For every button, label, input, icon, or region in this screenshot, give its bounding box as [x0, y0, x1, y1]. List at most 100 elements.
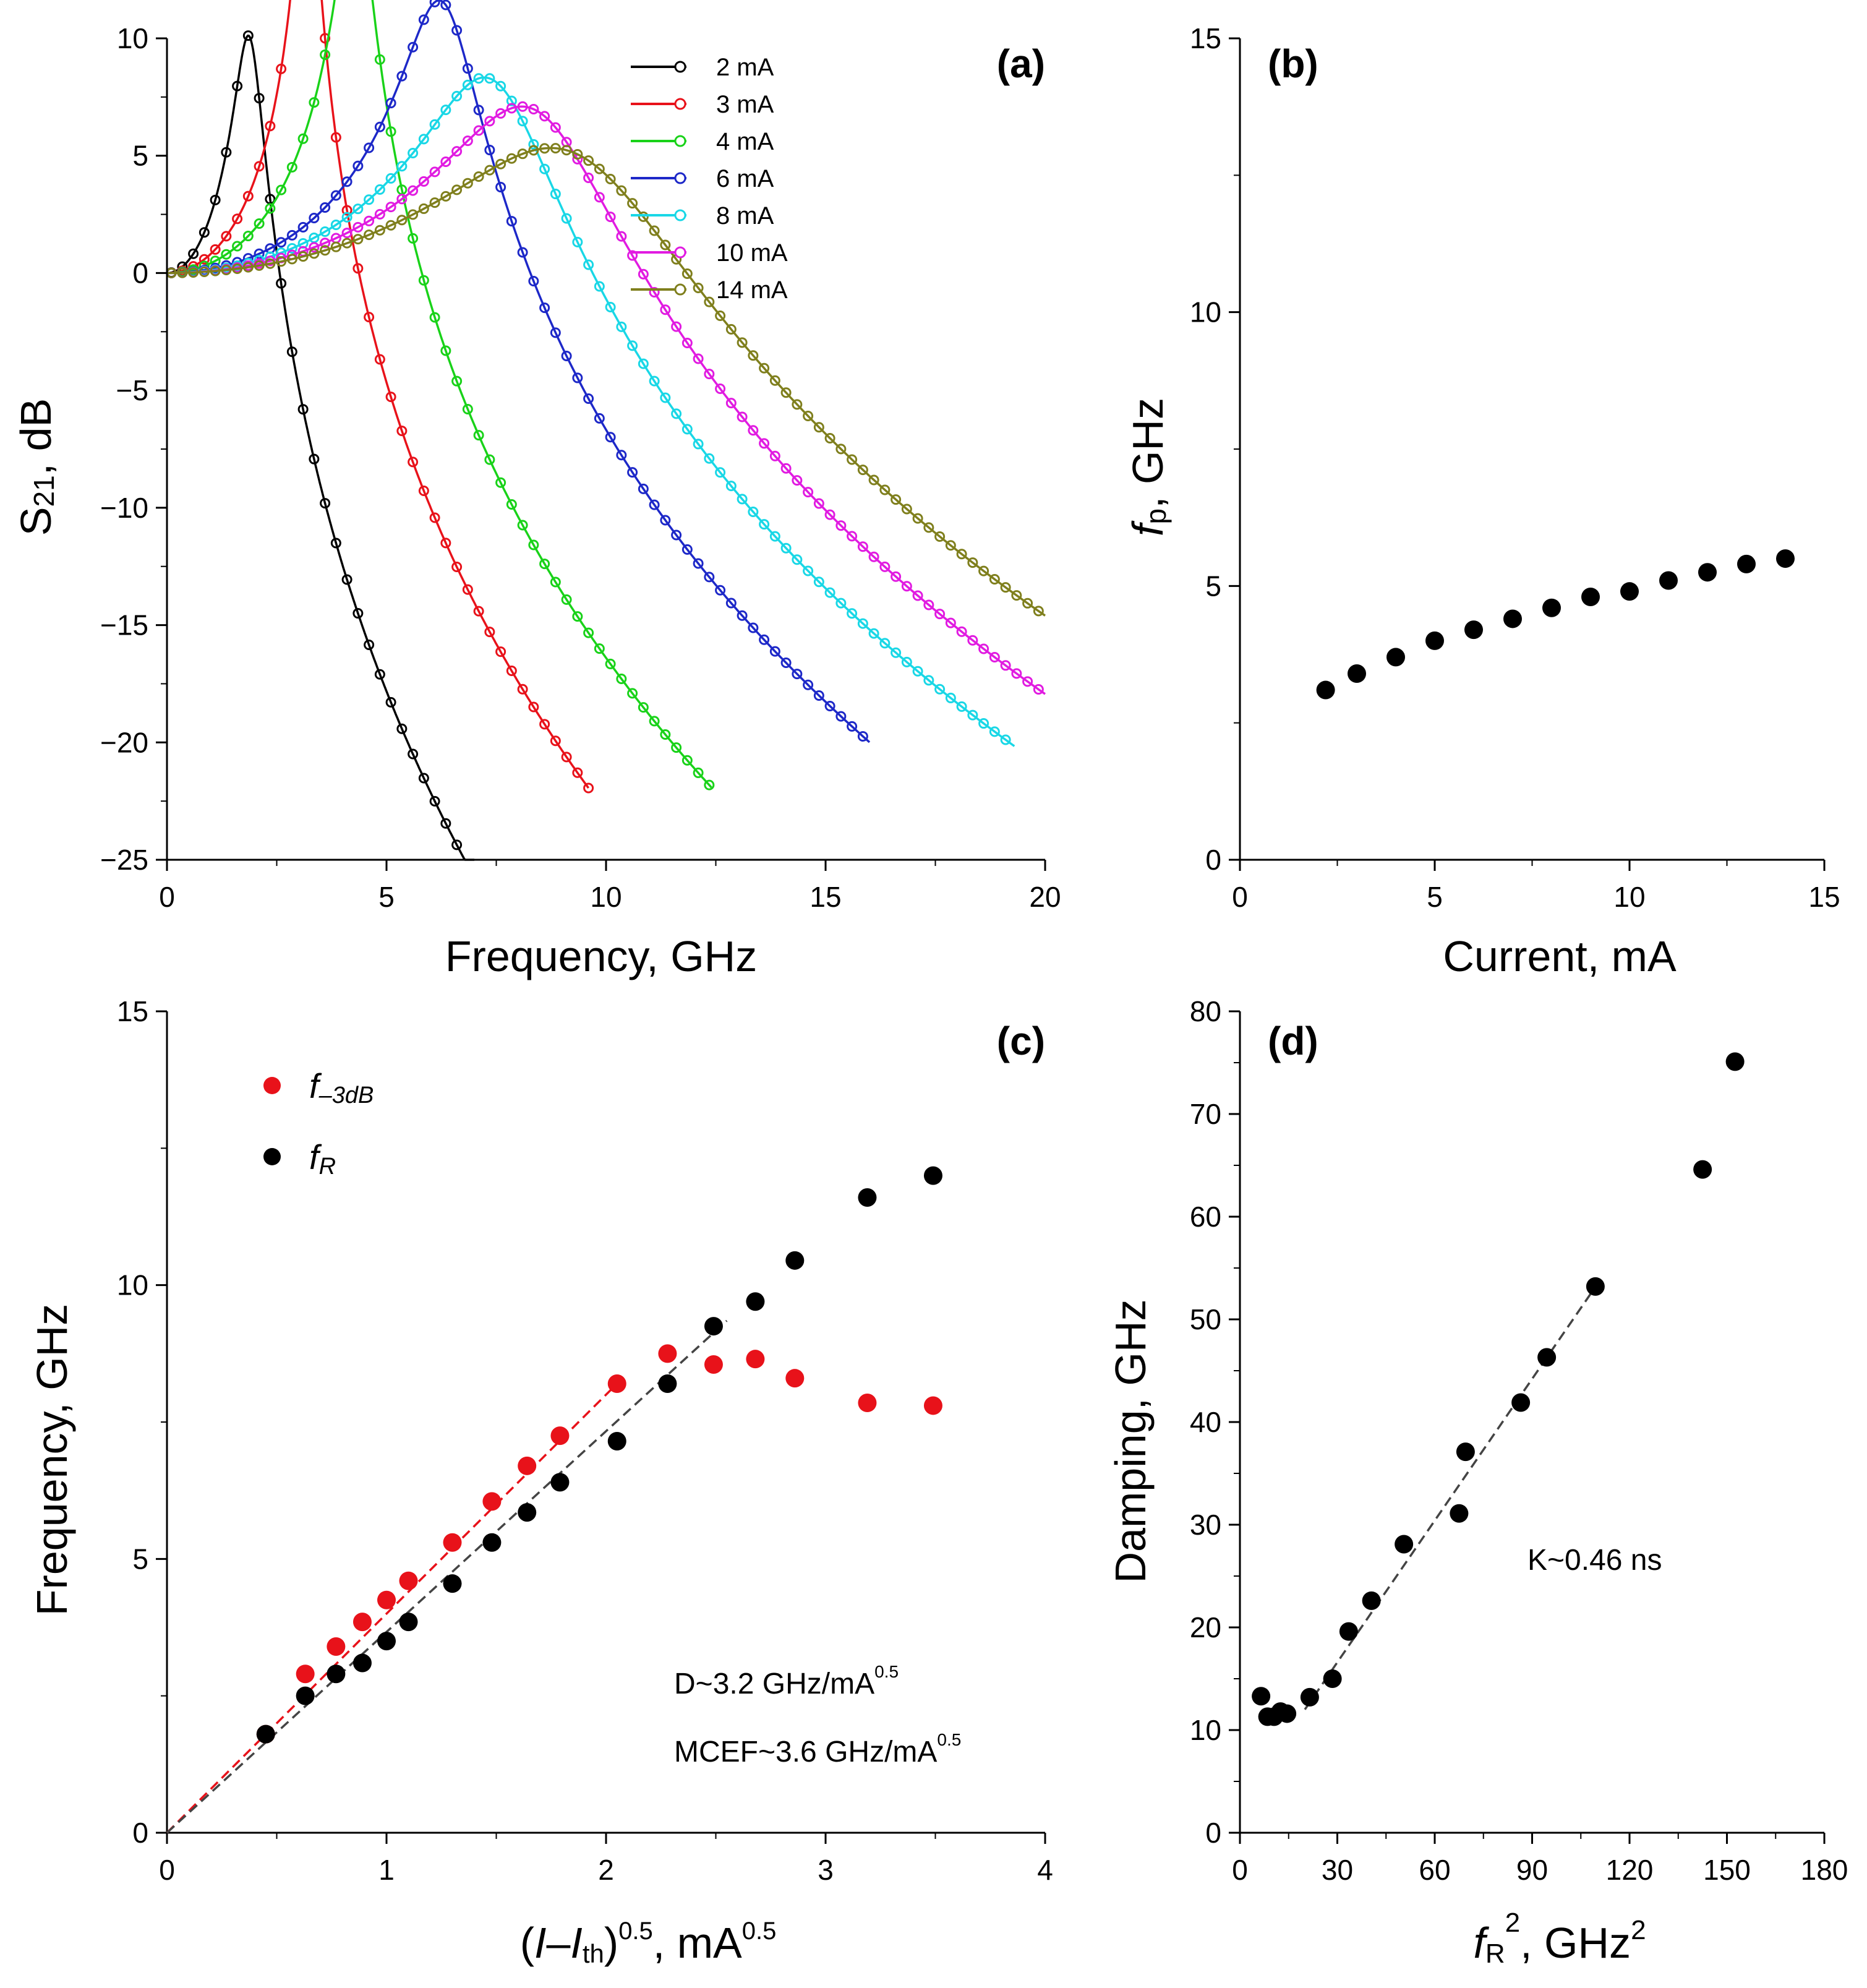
series-marker [506, 666, 517, 677]
panel-d-damping: 0 30 60 90 120 150 180 0 10 20 30 40 50 60 70 80 fR2, G… [1106, 995, 1848, 1969]
series-marker [594, 281, 605, 292]
legend-label: 8 mA [716, 202, 774, 229]
series-marker [649, 716, 660, 727]
series-marker [627, 688, 638, 699]
series-marker [715, 585, 726, 596]
legend-label-f-3db: f–3dB [309, 1066, 374, 1108]
series-marker [418, 485, 429, 496]
series-marker [561, 752, 572, 763]
series-marker [330, 190, 341, 201]
panel-d-fit-line [1304, 1283, 1598, 1710]
series-marker [725, 598, 737, 609]
series-marker [429, 312, 440, 323]
series-marker [528, 539, 539, 551]
series-marker [242, 30, 254, 41]
f-3db-point [443, 1533, 462, 1552]
x-tick-label: 10 [1613, 881, 1645, 913]
series-marker [539, 111, 550, 122]
series-marker [517, 116, 528, 127]
series-marker [408, 456, 419, 468]
series-marker [934, 683, 946, 695]
series-marker [594, 643, 605, 654]
series-marker [408, 209, 419, 220]
series-marker [341, 228, 352, 239]
x-tick-label: 120 [1606, 1854, 1654, 1886]
series-marker [418, 275, 429, 286]
series-marker [232, 80, 243, 92]
series-marker [276, 256, 287, 267]
series-marker [462, 79, 473, 90]
series-marker [374, 208, 385, 220]
series-marker [901, 503, 912, 515]
annotation-k: K~0.46 ns [1527, 1544, 1662, 1577]
damping-point [1252, 1687, 1271, 1706]
x-tick-label: 180 [1801, 1854, 1848, 1886]
series-marker [572, 148, 583, 160]
x-tick-label: 5 [1427, 881, 1443, 913]
series-marker [517, 520, 528, 531]
series-marker [912, 590, 923, 601]
series-marker [1022, 598, 1033, 609]
series-marker [254, 248, 265, 259]
series-marker [857, 731, 868, 742]
series-marker [638, 358, 649, 369]
fp-point [1503, 609, 1522, 628]
series-marker [813, 576, 824, 588]
damping-point [1450, 1504, 1469, 1523]
fp-point [1776, 549, 1795, 568]
series-marker [660, 392, 671, 403]
series-marker [780, 463, 792, 474]
series-marker [967, 709, 978, 721]
series-marker [210, 194, 221, 205]
legend-marker [674, 209, 686, 221]
s21-series-group [166, 0, 1046, 861]
y-tick-label: 80 [1190, 995, 1221, 1027]
damping-point [1456, 1442, 1475, 1462]
series-marker [627, 340, 638, 351]
series-marker [408, 748, 419, 760]
x-tick-label: 4 [1037, 1854, 1053, 1886]
panel-a-x-axis-label: Frequency, GHz [445, 932, 757, 980]
series-marker [352, 221, 364, 233]
fr-point [704, 1317, 723, 1336]
series-marker [616, 185, 627, 196]
fp-point [1698, 563, 1717, 582]
x-tick-label: 0 [159, 881, 175, 913]
series-marker [879, 561, 891, 572]
series-marker [242, 191, 254, 202]
series-marker [912, 513, 923, 524]
series-marker [276, 184, 287, 195]
series-marker [561, 594, 572, 605]
series-marker [780, 387, 792, 398]
series-marker [681, 338, 693, 349]
series-marker [374, 184, 385, 195]
series-marker [462, 584, 473, 595]
series-marker [693, 767, 704, 778]
series-marker [737, 411, 748, 422]
y-tick-label: −15 [100, 609, 148, 641]
series-marker [429, 166, 440, 178]
series-marker [352, 263, 364, 274]
x-tick-label: 5 [378, 881, 395, 913]
series-marker [803, 487, 814, 498]
series-marker [473, 73, 484, 84]
series-marker [199, 266, 210, 277]
series-marker [297, 133, 309, 144]
fit-line [1304, 1283, 1598, 1710]
fr-point [746, 1292, 765, 1311]
series-marker [847, 454, 858, 465]
series-marker [221, 265, 232, 276]
series-marker [199, 254, 210, 265]
panel-b-label: (b) [1268, 41, 1318, 86]
series-marker [868, 474, 879, 486]
series-marker [330, 219, 341, 230]
fp-point [1542, 598, 1561, 617]
series-marker [847, 721, 858, 732]
series-marker [583, 172, 594, 183]
series-marker [660, 239, 671, 251]
panel-d-points [1252, 1052, 1745, 1726]
panel-a-label: (a) [997, 41, 1045, 86]
y-tick-label: 5 [1205, 570, 1221, 602]
series-line-10-mA [167, 105, 1046, 695]
